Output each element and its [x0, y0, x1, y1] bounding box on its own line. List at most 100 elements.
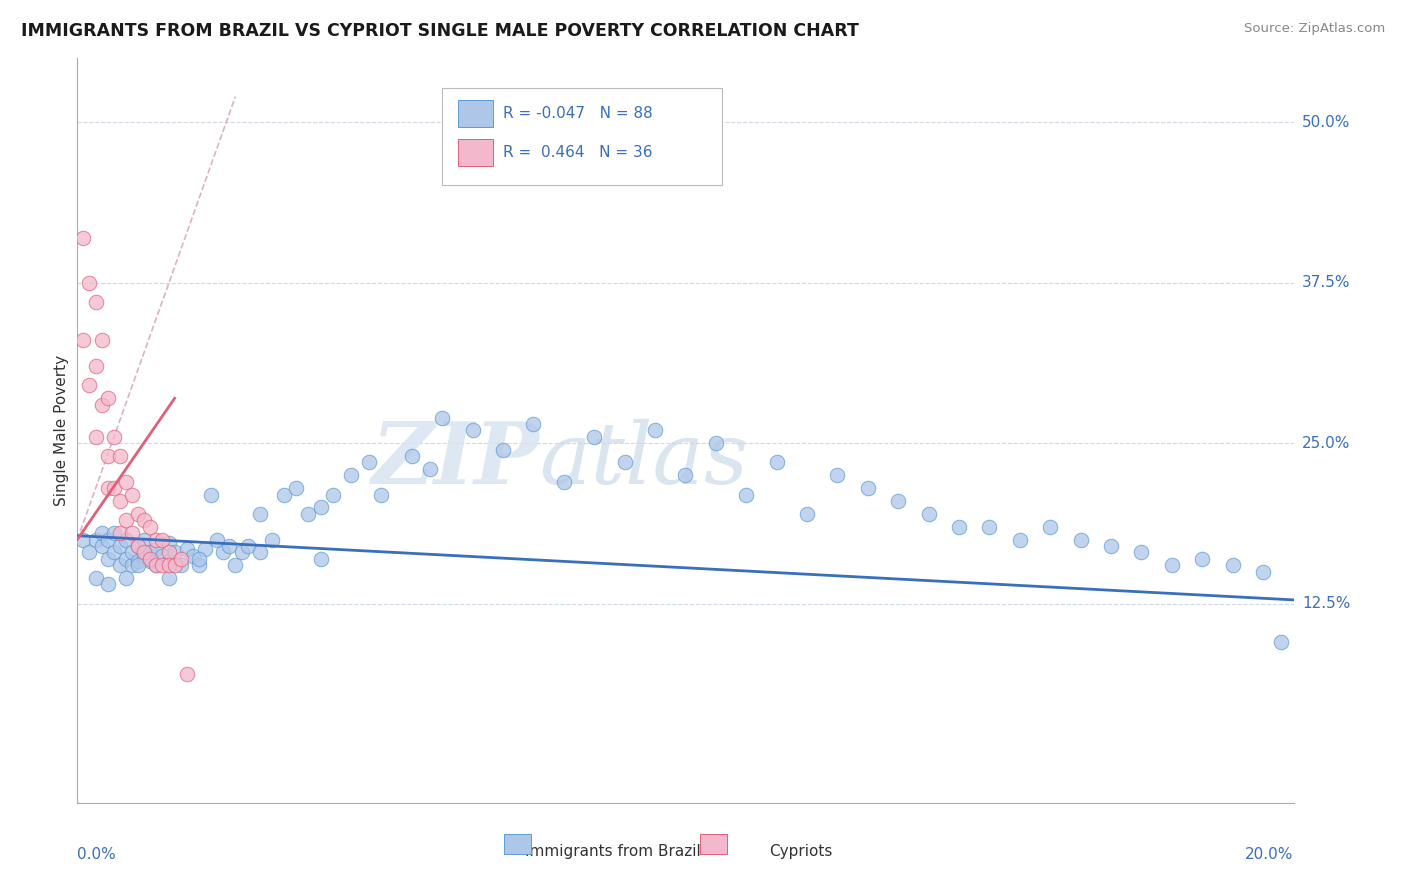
- Text: 37.5%: 37.5%: [1302, 276, 1350, 290]
- Point: [152, 533, 174, 547]
- Point: [522, 417, 544, 431]
- Point: [309, 551, 332, 566]
- Point: [134, 549, 156, 564]
- Point: [90, 526, 112, 541]
- Point: [79, 545, 101, 559]
- Point: [108, 449, 131, 463]
- FancyBboxPatch shape: [441, 87, 721, 185]
- Point: [1039, 519, 1062, 533]
- Point: [176, 667, 198, 681]
- Point: [675, 468, 697, 483]
- Point: [121, 487, 143, 501]
- Point: [309, 500, 332, 515]
- Point: [97, 481, 120, 495]
- Point: [108, 526, 131, 541]
- Point: [145, 558, 167, 573]
- Point: [157, 558, 180, 573]
- Point: [340, 468, 363, 483]
- Point: [613, 455, 636, 469]
- Point: [553, 475, 575, 489]
- Point: [285, 481, 308, 495]
- Point: [115, 571, 138, 585]
- Point: [163, 558, 186, 573]
- Point: [492, 442, 515, 457]
- Point: [115, 551, 138, 566]
- Point: [249, 507, 271, 521]
- Point: [152, 549, 174, 564]
- Point: [72, 231, 94, 245]
- Point: [194, 541, 217, 556]
- Point: [145, 533, 167, 547]
- Point: [97, 449, 120, 463]
- Point: [84, 430, 107, 444]
- Text: ZIP: ZIP: [371, 418, 540, 502]
- Point: [370, 487, 392, 501]
- Point: [121, 526, 143, 541]
- Point: [918, 507, 941, 521]
- Point: [322, 487, 344, 501]
- Point: [461, 423, 484, 437]
- Point: [134, 533, 156, 547]
- Point: [765, 455, 787, 469]
- Point: [97, 577, 120, 591]
- Point: [103, 481, 125, 495]
- Point: [108, 558, 131, 573]
- Text: 50.0%: 50.0%: [1302, 115, 1350, 129]
- Point: [121, 545, 143, 559]
- Point: [644, 423, 666, 437]
- Point: [127, 507, 149, 521]
- Point: [948, 519, 970, 533]
- Point: [90, 334, 112, 348]
- Point: [583, 430, 606, 444]
- FancyBboxPatch shape: [458, 139, 494, 166]
- Text: IMMIGRANTS FROM BRAZIL VS CYPRIOT SINGLE MALE POVERTY CORRELATION CHART: IMMIGRANTS FROM BRAZIL VS CYPRIOT SINGLE…: [21, 22, 859, 40]
- Point: [170, 558, 193, 573]
- Point: [127, 539, 149, 553]
- Point: [170, 551, 193, 566]
- Point: [1191, 551, 1213, 566]
- Point: [188, 551, 211, 566]
- Point: [979, 519, 1001, 533]
- Point: [84, 295, 107, 310]
- Point: [103, 430, 125, 444]
- Point: [827, 468, 849, 483]
- Point: [181, 549, 204, 564]
- Point: [115, 533, 138, 547]
- FancyBboxPatch shape: [458, 101, 494, 128]
- Point: [200, 487, 222, 501]
- Point: [157, 554, 180, 568]
- Point: [108, 494, 131, 508]
- Text: Source: ZipAtlas.com: Source: ZipAtlas.com: [1244, 22, 1385, 36]
- Point: [121, 558, 143, 573]
- Point: [704, 436, 727, 450]
- Point: [115, 475, 138, 489]
- Point: [236, 539, 259, 553]
- Point: [419, 462, 441, 476]
- Point: [84, 533, 107, 547]
- Point: [1161, 558, 1184, 573]
- Point: [115, 513, 138, 527]
- Point: [152, 558, 174, 573]
- Point: [212, 545, 235, 559]
- Text: R =  0.464   N = 36: R = 0.464 N = 36: [503, 145, 652, 160]
- Point: [359, 455, 381, 469]
- Point: [887, 494, 910, 508]
- Point: [97, 551, 120, 566]
- Text: atlas: atlas: [540, 419, 748, 501]
- Point: [139, 551, 162, 566]
- Point: [273, 487, 295, 501]
- Point: [103, 526, 125, 541]
- Point: [297, 507, 319, 521]
- Text: 20.0%: 20.0%: [1246, 847, 1294, 863]
- Point: [856, 481, 879, 495]
- Point: [157, 536, 180, 550]
- Point: [90, 398, 112, 412]
- Point: [134, 513, 156, 527]
- Point: [139, 545, 162, 559]
- Point: [249, 545, 271, 559]
- Point: [430, 410, 453, 425]
- Point: [134, 545, 156, 559]
- Point: [145, 558, 167, 573]
- Point: [796, 507, 818, 521]
- Point: [1130, 545, 1153, 559]
